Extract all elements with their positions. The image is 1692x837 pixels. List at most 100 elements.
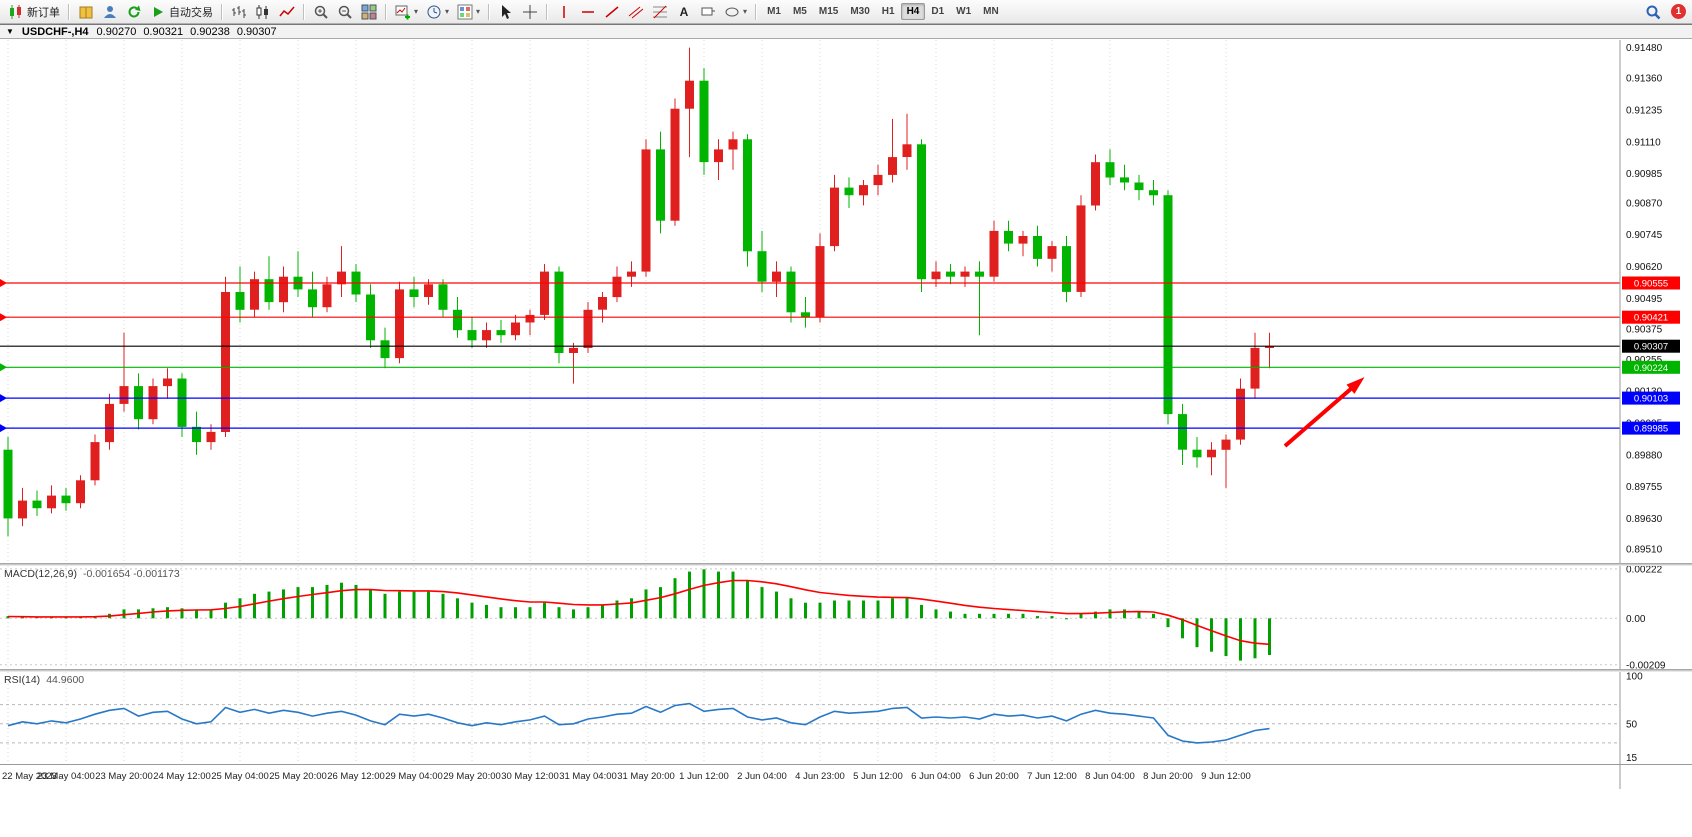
chevron-down-icon: ▾: [743, 6, 748, 16]
auto-trading-button[interactable]: 自动交易: [146, 1, 217, 23]
svg-text:0.91360: 0.91360: [1626, 74, 1663, 85]
svg-text:15: 15: [1626, 753, 1638, 764]
pane-separator-macd[interactable]: [0, 563, 1692, 566]
new-order-label: 新订单: [27, 6, 60, 19]
svg-text:8 Jun 04:00: 8 Jun 04:00: [1085, 771, 1135, 782]
timeframe-mn-button[interactable]: MN: [983, 6, 999, 17]
timeframe-h1-button[interactable]: H1: [881, 6, 895, 17]
vertical-line-button[interactable]: [552, 1, 576, 23]
svg-text:0.90495: 0.90495: [1626, 294, 1663, 305]
svg-text:0.90224: 0.90224: [1634, 363, 1668, 374]
templates-button[interactable]: ▾: [453, 1, 484, 23]
cursor-button[interactable]: [494, 1, 518, 23]
macd-pane[interactable]: MACD(12,26,9) -0.001654 -0.001173 0.0022…: [0, 566, 1692, 669]
pane-separator-rsi[interactable]: [0, 669, 1692, 672]
tile-icon: [361, 4, 377, 20]
timeframe-m15-button[interactable]: M15: [818, 6, 839, 17]
svg-text:0.90375: 0.90375: [1626, 324, 1663, 335]
trendline-button[interactable]: [600, 1, 624, 23]
refresh-button[interactable]: [122, 1, 146, 23]
svg-text:0.90745: 0.90745: [1626, 230, 1663, 241]
chevron-down-icon: ▾: [445, 6, 450, 16]
toolbar-separator: [755, 3, 758, 20]
svg-text:0.91235: 0.91235: [1626, 106, 1663, 117]
svg-text:0.90255: 0.90255: [1626, 355, 1663, 366]
indicators-button[interactable]: ▾: [391, 1, 422, 23]
periods-button[interactable]: ▾: [422, 1, 453, 23]
chart-bars-button[interactable]: [227, 1, 251, 23]
auto-trading-label: 自动交易: [169, 6, 213, 19]
rsi-chart[interactable]: 100 50 15: [0, 672, 1692, 764]
svg-text:0.90620: 0.90620: [1626, 262, 1663, 273]
timeframe-m30-button[interactable]: M30: [850, 6, 870, 17]
timeframe-m1-button[interactable]: M1: [767, 6, 781, 17]
text-label-button[interactable]: [696, 1, 720, 23]
svg-text:8 Jun 20:00: 8 Jun 20:00: [1143, 771, 1193, 782]
search-button[interactable]: [1641, 1, 1665, 23]
new-order-button[interactable]: 新订单: [4, 1, 64, 23]
timeframe-m5-button[interactable]: M5: [792, 6, 807, 17]
svg-text:1 Jun 12:00: 1 Jun 12:00: [679, 771, 729, 782]
shapes-button[interactable]: ▾: [720, 1, 751, 23]
text-button[interactable]: A: [672, 1, 696, 23]
ohlc-close: 0.90307: [236, 25, 277, 38]
rsi-pane[interactable]: RSI(14) 44.9600 100 50 15: [0, 672, 1692, 764]
svg-text:30 May 12:00: 30 May 12:00: [501, 771, 559, 782]
svg-text:50: 50: [1626, 719, 1638, 730]
timeframe-w1-button[interactable]: W1: [956, 6, 972, 17]
chevron-down-icon: ▾: [414, 6, 419, 16]
svg-text:0.89630: 0.89630: [1626, 514, 1663, 525]
chart-symbol-period: USDCHF-,H4: [21, 25, 89, 38]
svg-text:0.91110: 0.91110: [1626, 137, 1661, 148]
ohlc-high: 0.90321: [143, 25, 184, 38]
toolbar-right: 1: [1641, 1, 1688, 23]
horizontal-line-button[interactable]: [576, 1, 600, 23]
rsi-header: RSI(14) 44.9600: [4, 674, 84, 686]
line-icon: [279, 4, 295, 20]
template-icon: [457, 4, 473, 20]
equidistant-channel-button[interactable]: [624, 1, 648, 23]
svg-text:A: A: [680, 5, 689, 19]
svg-text:100: 100: [1626, 672, 1643, 682]
zoom-in-button[interactable]: [309, 1, 333, 23]
toolbar-separator: [68, 3, 70, 20]
macd-header: MACD(12,26,9) -0.001654 -0.001173: [4, 568, 180, 580]
toolbar-separator: [546, 3, 549, 20]
svg-text:25 May 04:00: 25 May 04:00: [211, 771, 269, 782]
macd-chart[interactable]: 0.00222 0.00 -0.00209: [0, 566, 1692, 669]
refresh-icon: [126, 4, 142, 20]
chart-candles-button[interactable]: [251, 1, 275, 23]
timeframe-h4-button[interactable]: H4: [900, 3, 926, 20]
market-watch-button[interactable]: [74, 1, 98, 23]
crosshair-icon: [522, 4, 538, 20]
toolbar-separator: [303, 3, 305, 20]
search-icon: [1645, 4, 1661, 20]
notification-badge[interactable]: 1: [1671, 4, 1686, 19]
toolbar-separator: [221, 3, 223, 20]
zoom-out-button[interactable]: [333, 1, 357, 23]
crosshair-button[interactable]: [518, 1, 542, 23]
chart-menu-icon[interactable]: ▼: [6, 27, 14, 36]
fibonacci-button[interactable]: [648, 1, 672, 23]
candlestick-chart[interactable]: 0.91480 0.91360 0.91235 0.91110 0.90985 0.908…: [0, 40, 1692, 563]
svg-text:0.89510: 0.89510: [1626, 545, 1663, 556]
timeframe-d1-button[interactable]: D1: [931, 6, 945, 17]
svg-text:0.90985: 0.90985: [1626, 169, 1663, 180]
toolbar-separator: [488, 3, 491, 20]
chart-plus-icon: [395, 4, 411, 20]
price-chart[interactable]: 0.91480 0.91360 0.91235 0.91110 0.90985 0.908…: [0, 40, 1692, 563]
time-axis[interactable]: 22 May 2023 23 May 04:00 23 May 20:00 24 Ma…: [0, 764, 1692, 789]
svg-text:0.00222: 0.00222: [1626, 566, 1663, 575]
candles-icon: [255, 4, 271, 20]
chart-line-button[interactable]: [275, 1, 299, 23]
svg-text:9 Jun 12:00: 9 Jun 12:00: [1201, 771, 1251, 782]
trendline-icon: [604, 4, 620, 20]
profiles-button[interactable]: [98, 1, 122, 23]
cursor-icon: [498, 4, 514, 20]
svg-text:22 May 2023: 22 May 2023: [2, 771, 57, 782]
svg-text:29 May 20:00: 29 May 20:00: [443, 771, 501, 782]
svg-text:24 May 12:00: 24 May 12:00: [153, 771, 211, 782]
svg-text:0.90555: 0.90555: [1634, 279, 1668, 290]
tile-windows-button[interactable]: [357, 1, 381, 23]
ohlc-open: 0.90270: [96, 25, 137, 38]
